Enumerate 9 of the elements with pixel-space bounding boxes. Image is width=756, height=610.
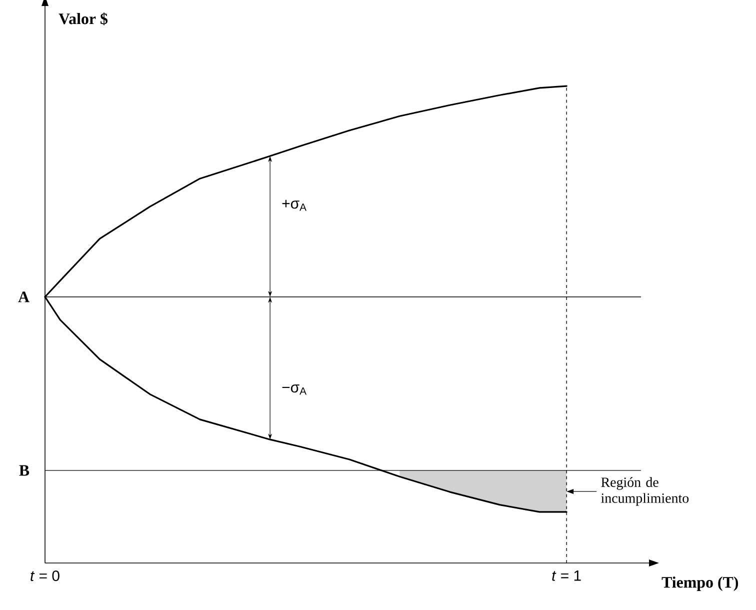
x-tick-label: t = 0 bbox=[30, 570, 60, 582]
x-axis-title: Tiempo (T) bbox=[662, 576, 738, 591]
ref-line-label: A bbox=[18, 292, 30, 302]
x-tick-label: t = 1 bbox=[552, 570, 581, 581]
y-axis-title: Valor $ bbox=[58, 12, 108, 26]
annotation: −σ$_{A}$ bbox=[282, 384, 306, 395]
annotation: +σ$_{A}$ bbox=[282, 200, 306, 211]
ref-line-label: B bbox=[19, 465, 30, 476]
annotation: Región de incumplimiento bbox=[601, 477, 689, 506]
